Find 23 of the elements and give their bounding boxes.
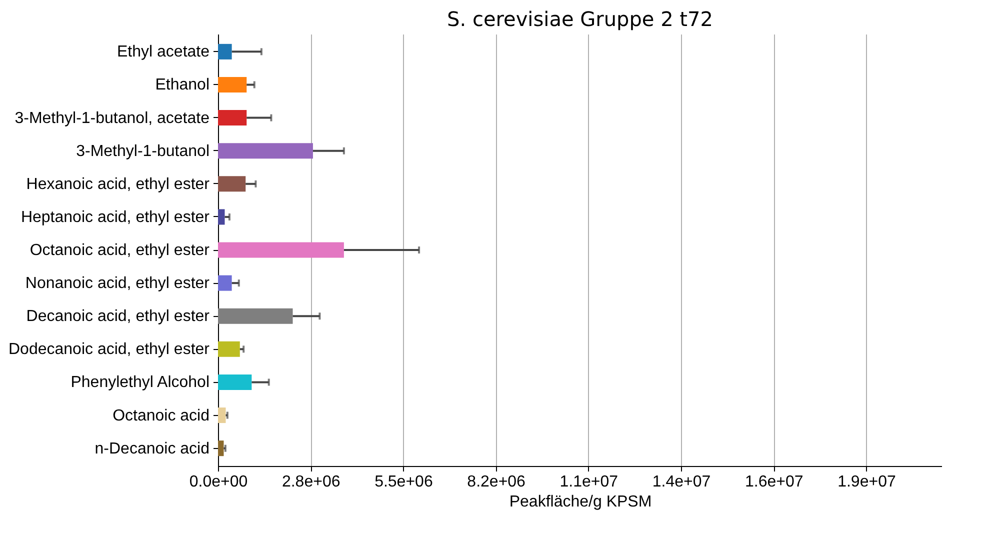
y-tick-label: Ethanol bbox=[155, 76, 210, 94]
y-tick-label: Hexanoic acid, ethyl ester bbox=[26, 176, 210, 193]
x-tick-label: 1.4e+07 bbox=[652, 474, 711, 490]
y-tick-label: Octanoic acid bbox=[112, 407, 210, 424]
y-tick-label: 3-Methyl-1-butanol bbox=[76, 142, 210, 160]
chart-title: S. cerevisiae Gruppe 2 t72 bbox=[447, 7, 713, 31]
y-tick-label: Nonanoic acid, ethyl ester bbox=[25, 275, 210, 292]
x-tick-label: 1.9e+07 bbox=[838, 474, 896, 490]
y-tick-label: Decanoic acid, ethyl ester bbox=[26, 308, 210, 326]
y-tick-label: Dodecanoic acid, ethyl ester bbox=[8, 341, 210, 358]
y-tick-label: Ethyl acetate bbox=[117, 44, 210, 61]
y-tick-label: 3-Methyl-1-butanol, acetate bbox=[14, 110, 210, 127]
x-tick-label: 0.0e+00 bbox=[189, 474, 248, 490]
x-tick-label: 1.1e+07 bbox=[560, 474, 618, 490]
y-tick-label: Phenylethyl Alcohol bbox=[70, 374, 210, 392]
x-tick-label: 1.6e+07 bbox=[744, 474, 804, 490]
x-tick-label: 8.2e+06 bbox=[467, 474, 526, 490]
y-tick-label: Octanoic acid, ethyl ester bbox=[30, 242, 210, 259]
x-tick-label: 5.5e+06 bbox=[374, 474, 433, 490]
x-axis-title: Peakfläche/g KPSM bbox=[509, 494, 652, 510]
x-tick-label: 2.8e+06 bbox=[282, 474, 340, 490]
y-tick-label: n-Decanoic acid bbox=[94, 440, 210, 458]
y-tick-label: Heptanoic acid, ethyl ester bbox=[20, 208, 210, 226]
